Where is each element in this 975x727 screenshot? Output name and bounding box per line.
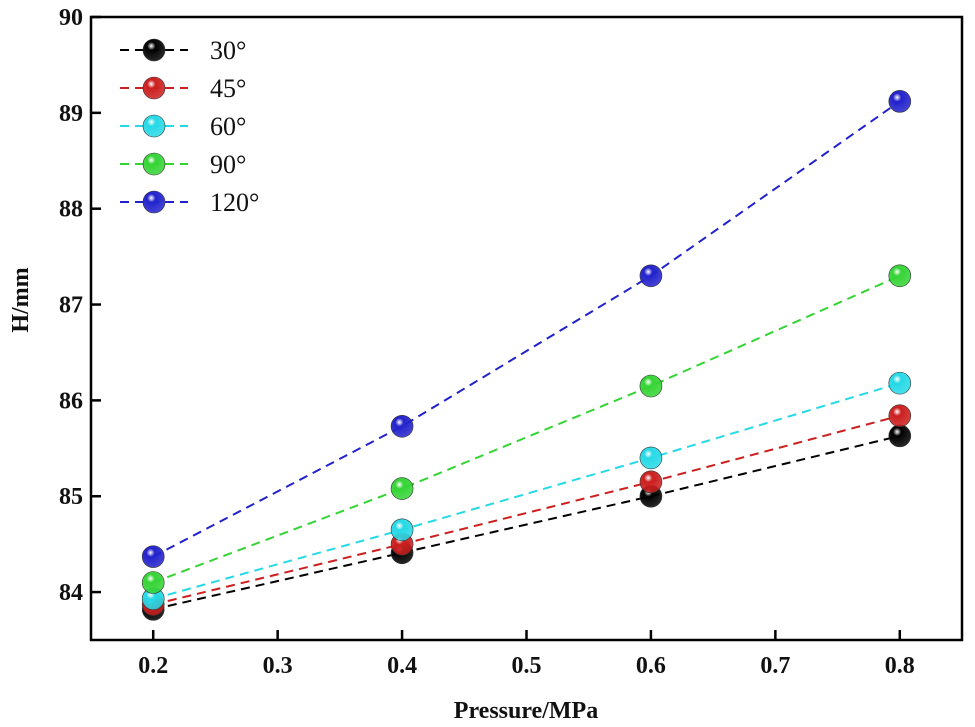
x-tick-label: 0.4 — [387, 653, 417, 679]
data-point — [888, 90, 912, 113]
y-tick-label: 90 — [59, 5, 83, 31]
plot-frame — [89, 15, 964, 642]
y-tick-label: 85 — [59, 484, 83, 510]
x-tick-label: 0.3 — [263, 653, 293, 679]
data-point — [639, 470, 663, 494]
legend-marker — [142, 38, 166, 62]
series-line — [152, 382, 901, 600]
x-tick-label: 0.7 — [760, 653, 790, 679]
legend-marker — [142, 76, 166, 100]
data-point — [639, 374, 663, 398]
data-point — [888, 404, 912, 428]
series-line — [152, 434, 901, 611]
legend-label: 30° — [210, 36, 246, 65]
x-tick-label: 0.2 — [138, 653, 168, 679]
data-point — [888, 371, 912, 395]
data-point — [390, 518, 414, 542]
legend-label: 45° — [210, 74, 246, 103]
x-tick-label: 0.8 — [885, 653, 915, 679]
legend-marker — [142, 114, 166, 138]
legend-label: 90° — [210, 150, 246, 179]
data-point — [390, 414, 414, 438]
y-tick-label: 84 — [59, 580, 83, 606]
data-point — [888, 424, 912, 448]
series-line — [152, 274, 901, 584]
y-tick-label: 88 — [59, 197, 83, 223]
y-tick-label: 86 — [59, 388, 83, 414]
data-point — [639, 446, 663, 470]
y-axis-title: H/mm — [8, 267, 34, 332]
data-point — [390, 477, 414, 500]
y-tick-label: 89 — [59, 101, 83, 127]
x-tick-label: 0.6 — [636, 653, 666, 679]
data-point — [888, 264, 912, 288]
data-point — [141, 545, 165, 568]
data-point — [141, 571, 165, 594]
data-point — [639, 264, 663, 288]
legend-marker — [142, 152, 166, 176]
legend-label: 120° — [210, 188, 259, 217]
series-line — [152, 414, 901, 606]
series-line — [152, 100, 901, 558]
x-axis-title: Pressure/MPa — [454, 698, 598, 724]
legend-label: 60° — [210, 112, 246, 141]
legend-marker — [142, 190, 166, 214]
x-tick-label: 0.5 — [512, 653, 542, 679]
y-tick-label: 87 — [59, 293, 83, 319]
